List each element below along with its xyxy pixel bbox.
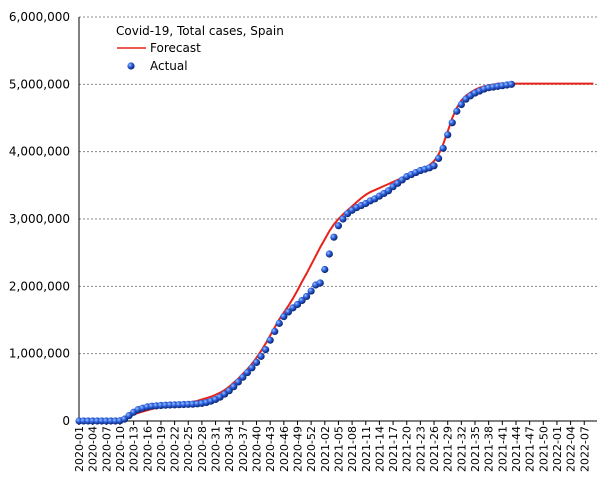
x-tick-label: 2021-32 bbox=[455, 426, 468, 472]
x-tick-label: 2020-19 bbox=[155, 426, 168, 472]
x-tick-label: 2021-50 bbox=[537, 426, 550, 472]
x-tick-label: 2020-10 bbox=[114, 426, 127, 472]
actual-point bbox=[339, 215, 347, 223]
actual-point bbox=[262, 346, 270, 354]
actual-point bbox=[453, 107, 461, 115]
actual-point bbox=[271, 327, 279, 336]
chart-title: Covid-19, Total cases, Spain bbox=[116, 24, 284, 38]
x-tick-label: 2022-04 bbox=[565, 426, 578, 472]
actual-point bbox=[330, 233, 338, 241]
x-tick-label: 2021-11 bbox=[360, 426, 373, 472]
x-tick-label: 2020-22 bbox=[169, 426, 182, 472]
actual-point bbox=[266, 336, 274, 344]
actual-point bbox=[448, 119, 456, 127]
y-tick-label: 4,000,000 bbox=[9, 145, 70, 159]
y-tick-label: 1,000,000 bbox=[9, 347, 70, 361]
x-tick-label: 2021-47 bbox=[524, 426, 537, 472]
actual-point bbox=[280, 313, 288, 321]
x-tick-label: 2021-26 bbox=[428, 426, 441, 472]
x-tick-label: 2020-31 bbox=[210, 426, 223, 472]
x-tick-label: 2021-17 bbox=[387, 426, 400, 472]
x-tick-label: 2020-04 bbox=[87, 426, 100, 472]
actual-point bbox=[439, 144, 447, 152]
legend-label: Forecast bbox=[150, 41, 201, 55]
actual-point bbox=[507, 80, 516, 88]
x-tick-label: 2021-20 bbox=[401, 426, 414, 472]
actual-point bbox=[243, 368, 252, 377]
x-tick-label: 2020-49 bbox=[291, 426, 304, 472]
x-tick-label: 2020-34 bbox=[223, 426, 236, 472]
x-tick-label: 2020-13 bbox=[128, 426, 141, 472]
x-tick-label: 2021-41 bbox=[496, 426, 509, 472]
x-tick-label: 2021-05 bbox=[332, 426, 345, 472]
y-tick-label: 0 bbox=[62, 414, 70, 428]
y-tick-label: 6,000,000 bbox=[9, 10, 70, 24]
actual-point bbox=[239, 373, 247, 381]
x-tick-label: 2022-01 bbox=[551, 426, 564, 472]
actual-point bbox=[444, 131, 452, 139]
x-tick-label: 2021-02 bbox=[319, 426, 332, 472]
actual-point bbox=[316, 279, 324, 287]
actual-point bbox=[230, 383, 238, 391]
actual-point bbox=[334, 222, 343, 230]
actual-point bbox=[252, 358, 261, 367]
x-tick-label: 2022-07 bbox=[578, 426, 591, 472]
actual-point bbox=[307, 287, 315, 295]
actual-point bbox=[321, 265, 329, 274]
legend-marker bbox=[127, 62, 135, 70]
y-tick-label: 3,000,000 bbox=[9, 212, 70, 226]
x-tick-label: 2021-44 bbox=[510, 426, 523, 472]
x-tick-label: 2020-40 bbox=[251, 426, 264, 472]
actual-point bbox=[430, 162, 438, 170]
actual-point bbox=[302, 292, 311, 301]
actual-point bbox=[457, 100, 465, 109]
x-tick-label: 2021-23 bbox=[414, 426, 427, 472]
actual-point bbox=[275, 319, 283, 327]
y-tick-label: 2,000,000 bbox=[9, 279, 70, 293]
x-tick-label: 2021-35 bbox=[469, 426, 482, 472]
x-tick-label: 2020-43 bbox=[264, 426, 277, 472]
x-tick-label: 2021-14 bbox=[373, 426, 386, 472]
y-tick-label: 5,000,000 bbox=[9, 77, 70, 91]
x-tick-label: 2020-52 bbox=[305, 426, 318, 472]
x-tick-label: 2020-28 bbox=[196, 426, 209, 472]
x-tick-label: 2021-29 bbox=[442, 426, 455, 472]
x-tick-label: 2020-16 bbox=[141, 426, 154, 472]
x-tick-label: 2020-25 bbox=[182, 426, 195, 472]
legend-label: Actual bbox=[150, 59, 188, 73]
x-tick-label: 2020-37 bbox=[237, 426, 250, 472]
x-tick-label: 2021-38 bbox=[483, 426, 496, 472]
actual-point bbox=[248, 364, 256, 372]
x-tick-label: 2020-01 bbox=[73, 426, 86, 472]
x-tick-label: 2020-46 bbox=[278, 426, 291, 472]
actual-point bbox=[234, 378, 242, 386]
actual-point bbox=[257, 352, 265, 360]
actual-point bbox=[434, 154, 443, 162]
actual-point bbox=[325, 250, 333, 258]
x-tick-label: 2020-07 bbox=[100, 426, 113, 472]
x-tick-label: 2021-08 bbox=[346, 426, 359, 472]
